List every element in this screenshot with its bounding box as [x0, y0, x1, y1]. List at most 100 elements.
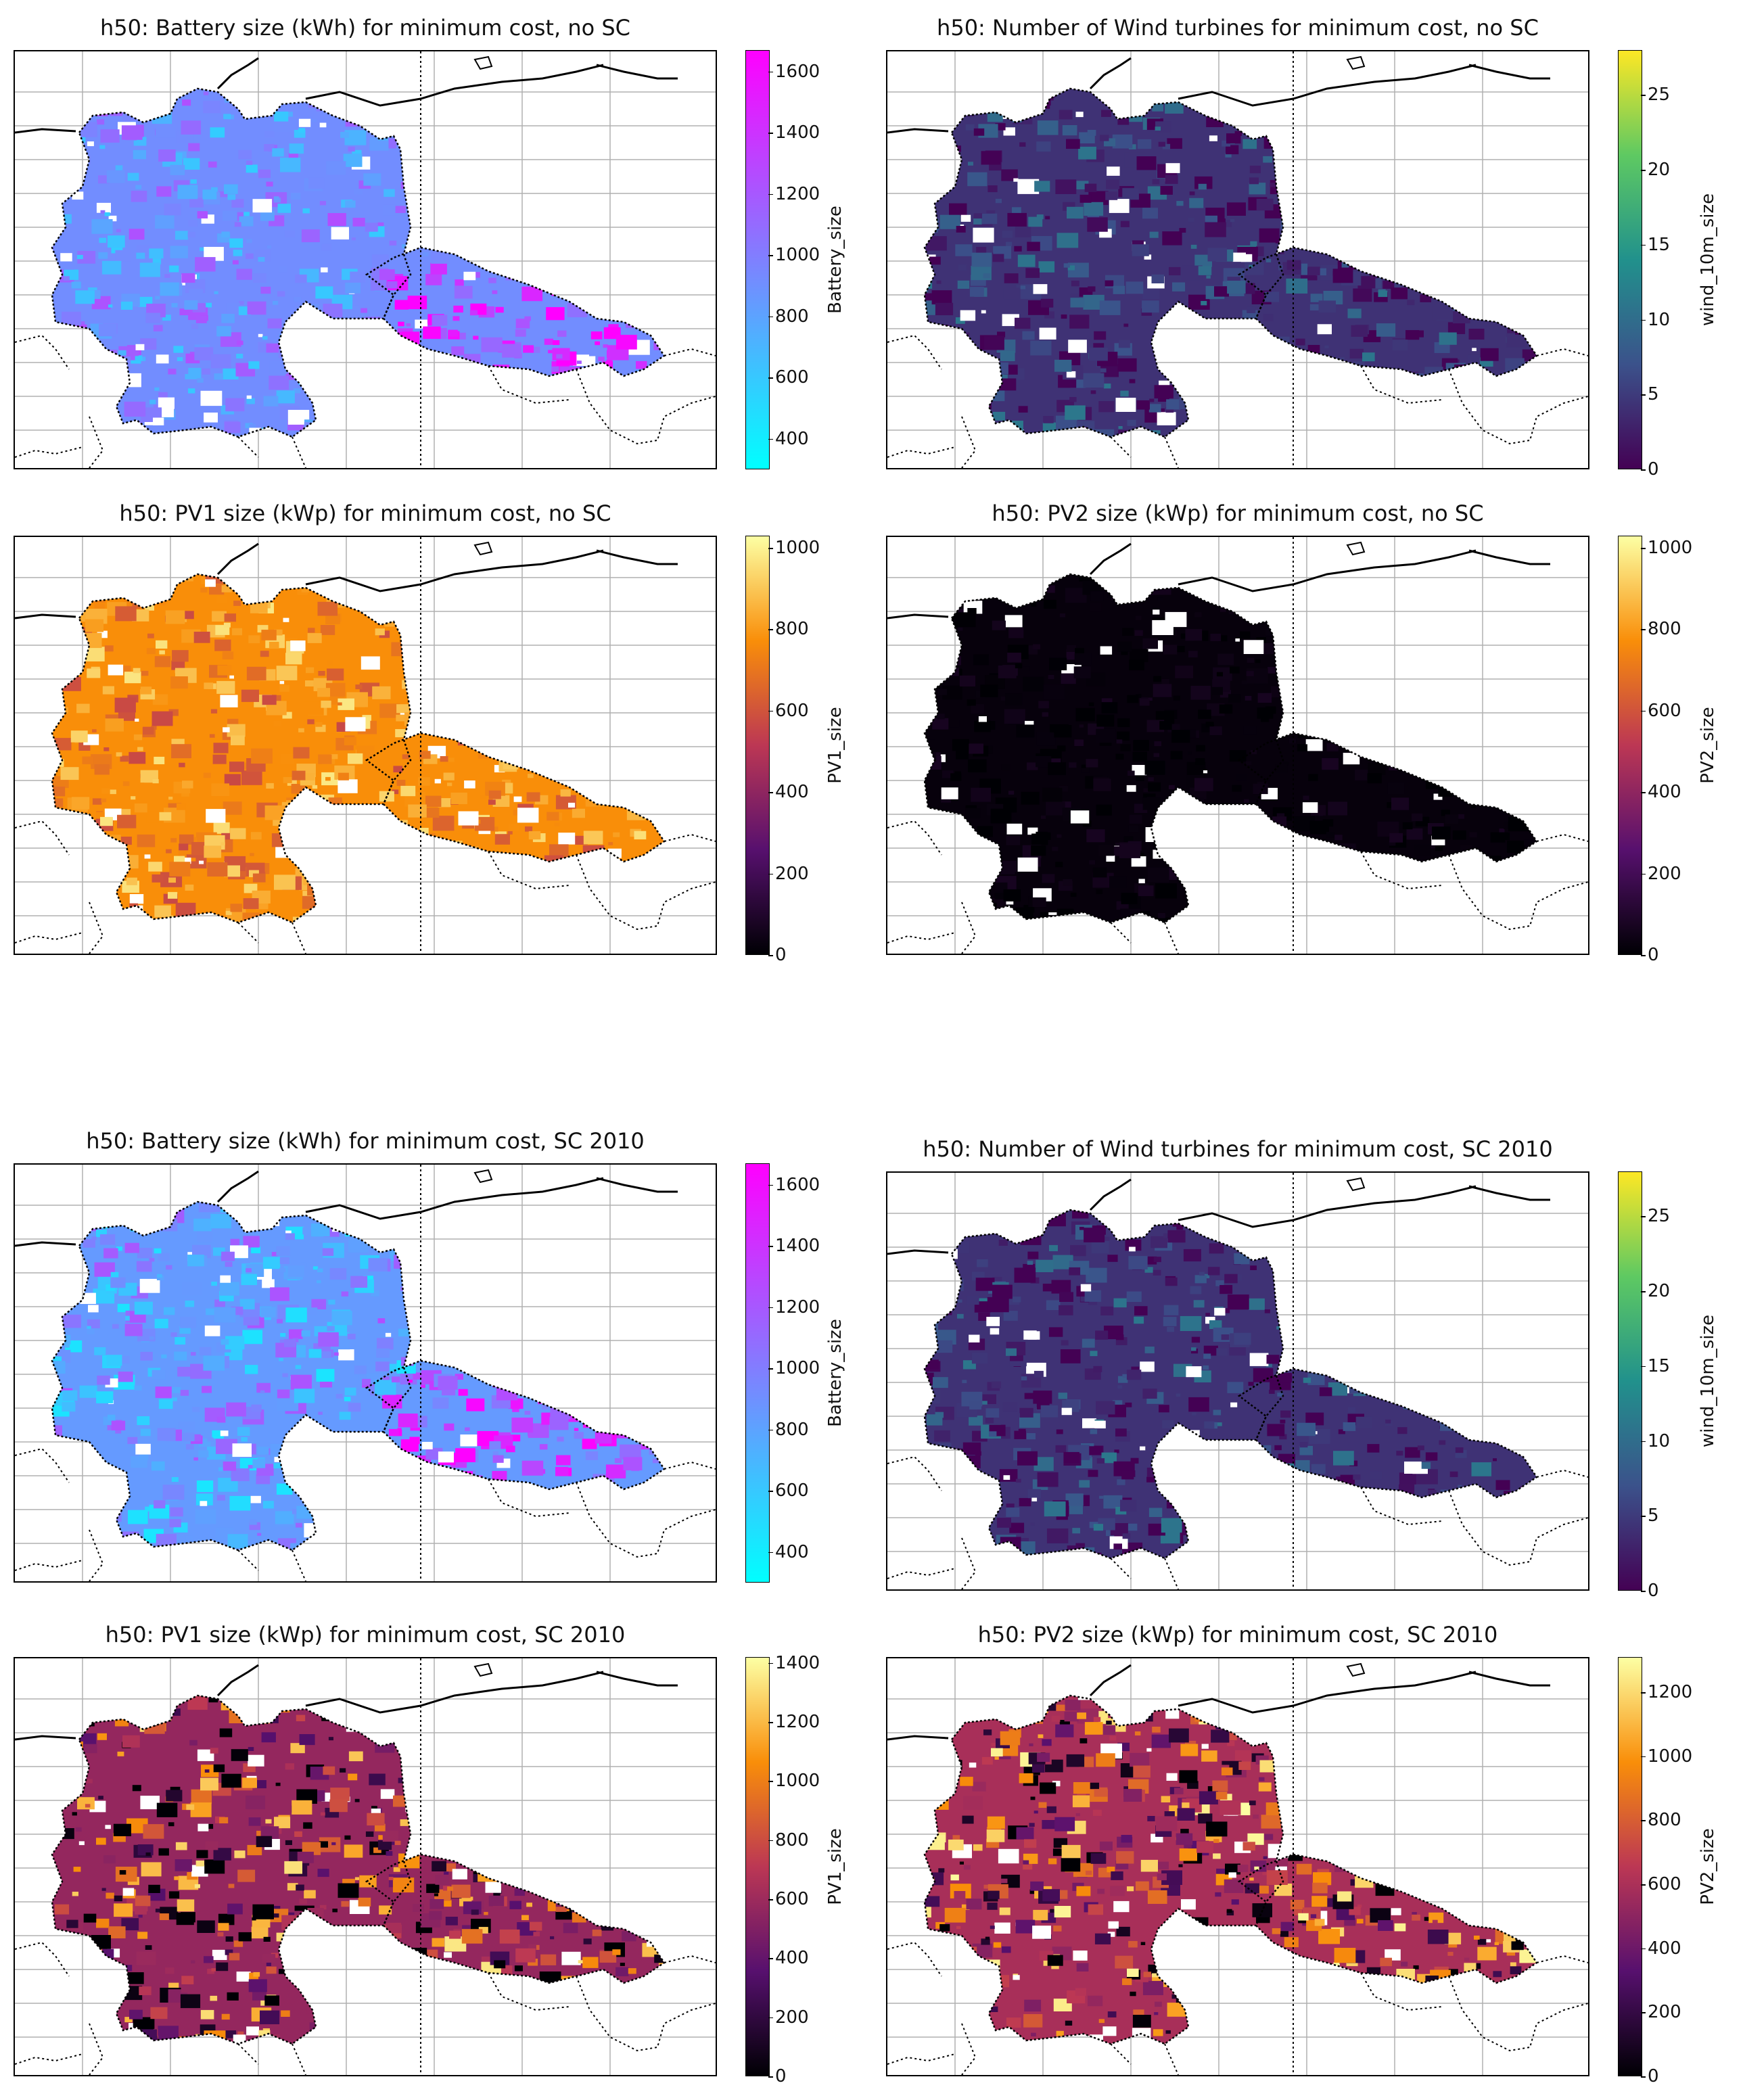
border-germany [51, 1200, 412, 1551]
border-germany [51, 87, 412, 438]
colorbar-tick-label: 15 [1640, 1355, 1671, 1376]
border-germany [923, 1694, 1284, 2045]
colorbar-tick-label: 25 [1640, 85, 1671, 106]
map-svg [887, 1658, 1588, 2075]
colorbar-tick-label: 800 [768, 619, 809, 640]
border-germany [51, 1694, 412, 2045]
border-germany [923, 573, 1284, 924]
colorbar-label: PV2_size [1698, 707, 1718, 784]
map-svg [15, 1165, 716, 1581]
coastline [887, 542, 1550, 620]
colorbar [1618, 1171, 1642, 1591]
colorbar-tick-label: 10 [1640, 309, 1671, 330]
colorbar-tick-label: 0 [1641, 945, 1659, 965]
border-germany [923, 87, 1284, 438]
map-svg [15, 51, 716, 468]
colorbar-tick-label: 1000 [768, 1358, 820, 1379]
colorbar [1618, 536, 1642, 955]
colorbar-tick-label: 600 [768, 700, 809, 721]
colorbar-tick-label: 1600 [768, 61, 820, 82]
map-area [14, 536, 717, 955]
colorbar-tick-label: 1600 [768, 1174, 820, 1195]
colorbar-label: wind_10m_size [1698, 1314, 1718, 1448]
panel-title: h50: Number of Wind turbines for minimum… [937, 15, 1539, 41]
island [473, 1169, 493, 1184]
colorbar-tick-label: 5 [1641, 384, 1659, 405]
panel-title: h50: Number of Wind turbines for minimum… [923, 1136, 1553, 1162]
colorbar-tick-label: 1400 [768, 1236, 820, 1257]
colorbar-tick-label: 20 [1640, 1281, 1671, 1302]
border-czechia [1237, 1368, 1538, 1499]
panel-title: h50: PV2 size (kWp) for minimum cost, SC… [977, 1622, 1498, 1648]
border-czechia [365, 246, 666, 377]
coastline [15, 57, 678, 134]
map-area [886, 536, 1589, 955]
colorbar [745, 1657, 770, 2076]
island [1346, 1662, 1366, 1677]
colorbar-tick-label: 0 [1641, 459, 1659, 480]
colorbar-tick-label: 600 [768, 367, 809, 388]
map-svg [887, 51, 1588, 468]
colorbar-tick-label: 600 [768, 1889, 809, 1910]
map-area [886, 1657, 1589, 2076]
island [473, 55, 493, 70]
colorbar-tick-label: 600 [768, 1480, 809, 1501]
colorbar-tick-label: 20 [1640, 160, 1671, 181]
border-germany [923, 1209, 1284, 1560]
map-svg [15, 1658, 716, 2075]
colorbar-tick-label: 10 [1640, 1430, 1671, 1451]
border-czechia [365, 1853, 666, 1984]
neighbor-borders [15, 537, 716, 954]
colorbar [745, 50, 770, 469]
map-area [14, 50, 717, 469]
colorbar-tick-label: 15 [1640, 234, 1671, 255]
colorbar-tick-label: 400 [768, 1541, 809, 1562]
coastline [15, 1170, 678, 1247]
border-czechia [1237, 1853, 1538, 1984]
colorbar-tick-label: 1000 [1640, 538, 1693, 559]
colorbar-tick-label: 400 [768, 1948, 809, 1969]
neighbor-borders [15, 51, 716, 468]
colorbar [1618, 50, 1642, 469]
colorbar-tick-label: 200 [768, 863, 809, 884]
colorbar-tick-label: 800 [768, 1829, 809, 1850]
colorbar-tick-label: 400 [768, 428, 809, 449]
colorbar-tick-label: 1200 [768, 1297, 820, 1317]
neighbor-borders [887, 51, 1588, 468]
neighbor-borders [887, 537, 1588, 954]
colorbar-tick-label: 800 [768, 1419, 809, 1440]
colorbar-label: wind_10m_size [1698, 193, 1718, 327]
colorbar-label: PV1_size [825, 1828, 845, 1905]
colorbar-tick-label: 800 [768, 306, 809, 327]
colorbar-tick-label: 400 [768, 782, 809, 803]
colorbar-tick-label: 1000 [768, 538, 820, 559]
colorbar-tick-label: 600 [1641, 700, 1681, 721]
colorbar-tick-label: 1200 [768, 183, 820, 204]
island [473, 541, 493, 556]
colorbar-tick-label: 1400 [768, 1652, 820, 1673]
map-area [886, 1171, 1589, 1591]
neighbor-borders [887, 1658, 1588, 2075]
colorbar-tick-label: 1200 [1640, 1682, 1693, 1703]
colorbar-tick-label: 1400 [768, 122, 820, 143]
border-czechia [1237, 246, 1538, 377]
colorbar-tick-label: 0 [768, 2066, 787, 2086]
map-svg [887, 537, 1588, 954]
coastline [887, 1664, 1550, 1741]
colorbar-tick-label: 400 [1641, 782, 1681, 803]
colorbar-tick-label: 600 [1641, 1874, 1681, 1895]
panel-title: h50: PV2 size (kWp) for minimum cost, no… [992, 500, 1484, 526]
colorbar-tick-label: 25 [1640, 1206, 1671, 1227]
colorbar-tick-label: 800 [1641, 619, 1681, 640]
panel-title: h50: Battery size (kWh) for minimum cost… [86, 1128, 645, 1154]
island [1346, 1177, 1366, 1192]
colorbar-tick-label: 1000 [768, 1771, 820, 1792]
panel-title: h50: PV1 size (kWp) for minimum cost, SC… [105, 1622, 626, 1648]
colorbar-tick-label: 0 [1641, 2066, 1659, 2086]
colorbar-tick-label: 1000 [1640, 1746, 1693, 1767]
island [1346, 541, 1366, 556]
border-czechia [365, 732, 666, 863]
colorbar-tick-label: 1200 [768, 1712, 820, 1733]
neighbor-borders [15, 1658, 716, 2075]
map-area [886, 50, 1589, 469]
